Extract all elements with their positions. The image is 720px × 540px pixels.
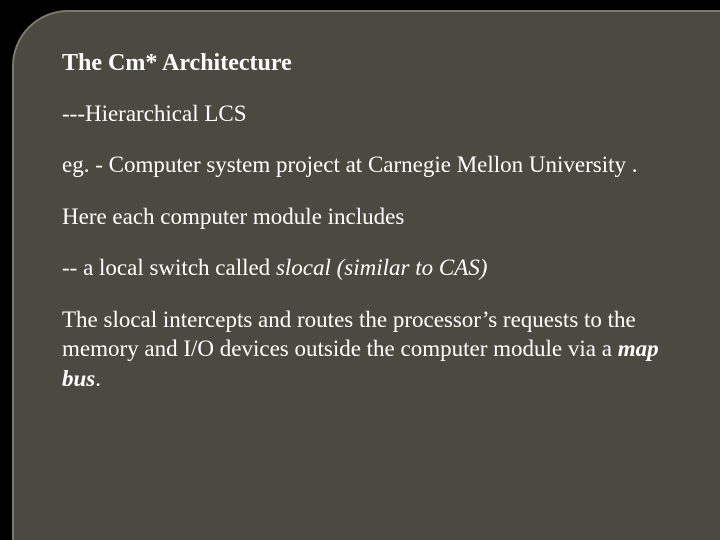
paragraph-5-tail: . <box>95 366 101 391</box>
slide-panel: The Cm* Architecture ---Hierarchical LCS… <box>12 10 720 540</box>
paragraph-1: ---Hierarchical LCS <box>62 99 672 128</box>
paragraph-3: Here each computer module includes <box>62 202 672 231</box>
paragraph-5: The slocal intercepts and routes the pro… <box>62 305 672 393</box>
paragraph-4-plain: -- a local switch called <box>62 255 276 280</box>
paragraph-5-plain: The slocal intercepts and routes the pro… <box>62 307 636 361</box>
slide-title: The Cm* Architecture <box>62 50 672 77</box>
paragraph-4: -- a local switch called slocal (similar… <box>62 253 672 282</box>
paragraph-2: eg. - Computer system project at Carnegi… <box>62 150 672 179</box>
paragraph-4-italic: slocal (similar to CAS) <box>276 255 487 280</box>
